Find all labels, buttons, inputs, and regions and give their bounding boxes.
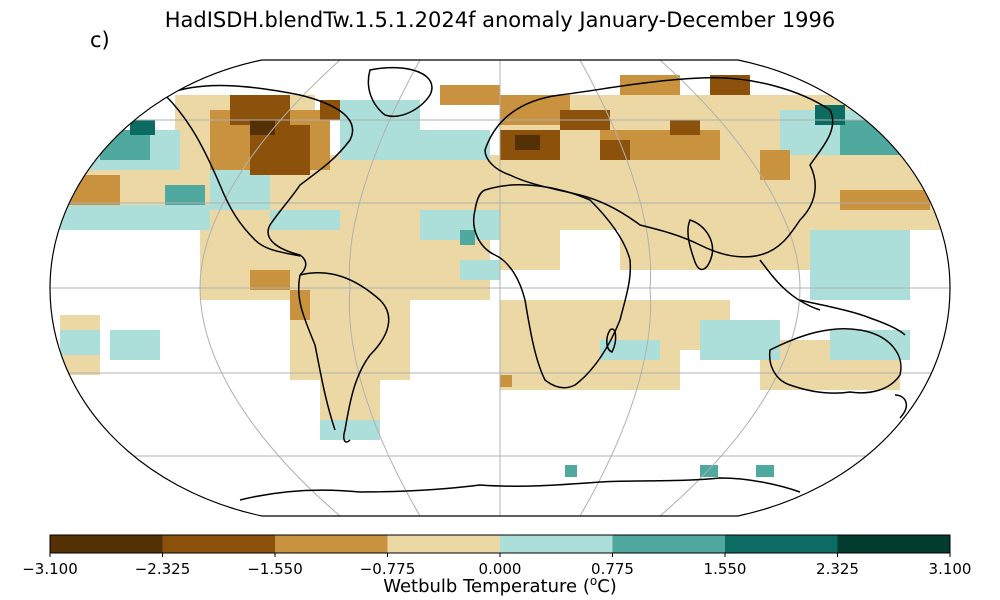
colorbar-segment bbox=[837, 535, 951, 553]
colorbar-segment bbox=[275, 535, 388, 553]
colorbar-tick-label: 2.325 bbox=[816, 560, 859, 578]
colorbar-tick-label: −2.325 bbox=[134, 560, 191, 578]
colorbar-label-superscript: o bbox=[589, 574, 598, 588]
colorbar bbox=[49, 534, 951, 557]
colorbar-segment bbox=[612, 535, 726, 553]
coastlines bbox=[164, 66, 908, 501]
colorbar-tick-label: 0.000 bbox=[478, 560, 522, 578]
colorbar-tick-label: 3.100 bbox=[928, 560, 972, 578]
globe-outline bbox=[49, 59, 951, 517]
colorbar-label-text: Wetbulb Temperature ( bbox=[383, 576, 590, 597]
colorbar-label-unit: C) bbox=[597, 576, 617, 597]
colorbar-tick-label: −0.775 bbox=[359, 560, 416, 578]
colorbar-tick-label: −3.100 bbox=[22, 560, 78, 578]
colorbar-segment bbox=[162, 535, 276, 553]
colorbar-tick-label: 0.775 bbox=[591, 560, 634, 578]
colorbar-tick-label: 1.550 bbox=[703, 560, 747, 578]
anomaly-cells bbox=[50, 60, 950, 516]
graticule bbox=[50, 60, 950, 516]
colorbar-tick-label: −1.550 bbox=[247, 560, 303, 578]
panel-label: c) bbox=[90, 28, 110, 52]
colorbar-segment bbox=[725, 535, 838, 553]
colorbar-segment bbox=[50, 535, 163, 553]
colorbar-segment bbox=[387, 535, 501, 553]
colorbar-segment bbox=[500, 535, 613, 553]
colorbar-label: Wetbulb Temperature (oC) bbox=[0, 574, 1000, 597]
map-title: HadISDH.blendTw.1.5.1.2024f anomaly Janu… bbox=[164, 8, 836, 32]
